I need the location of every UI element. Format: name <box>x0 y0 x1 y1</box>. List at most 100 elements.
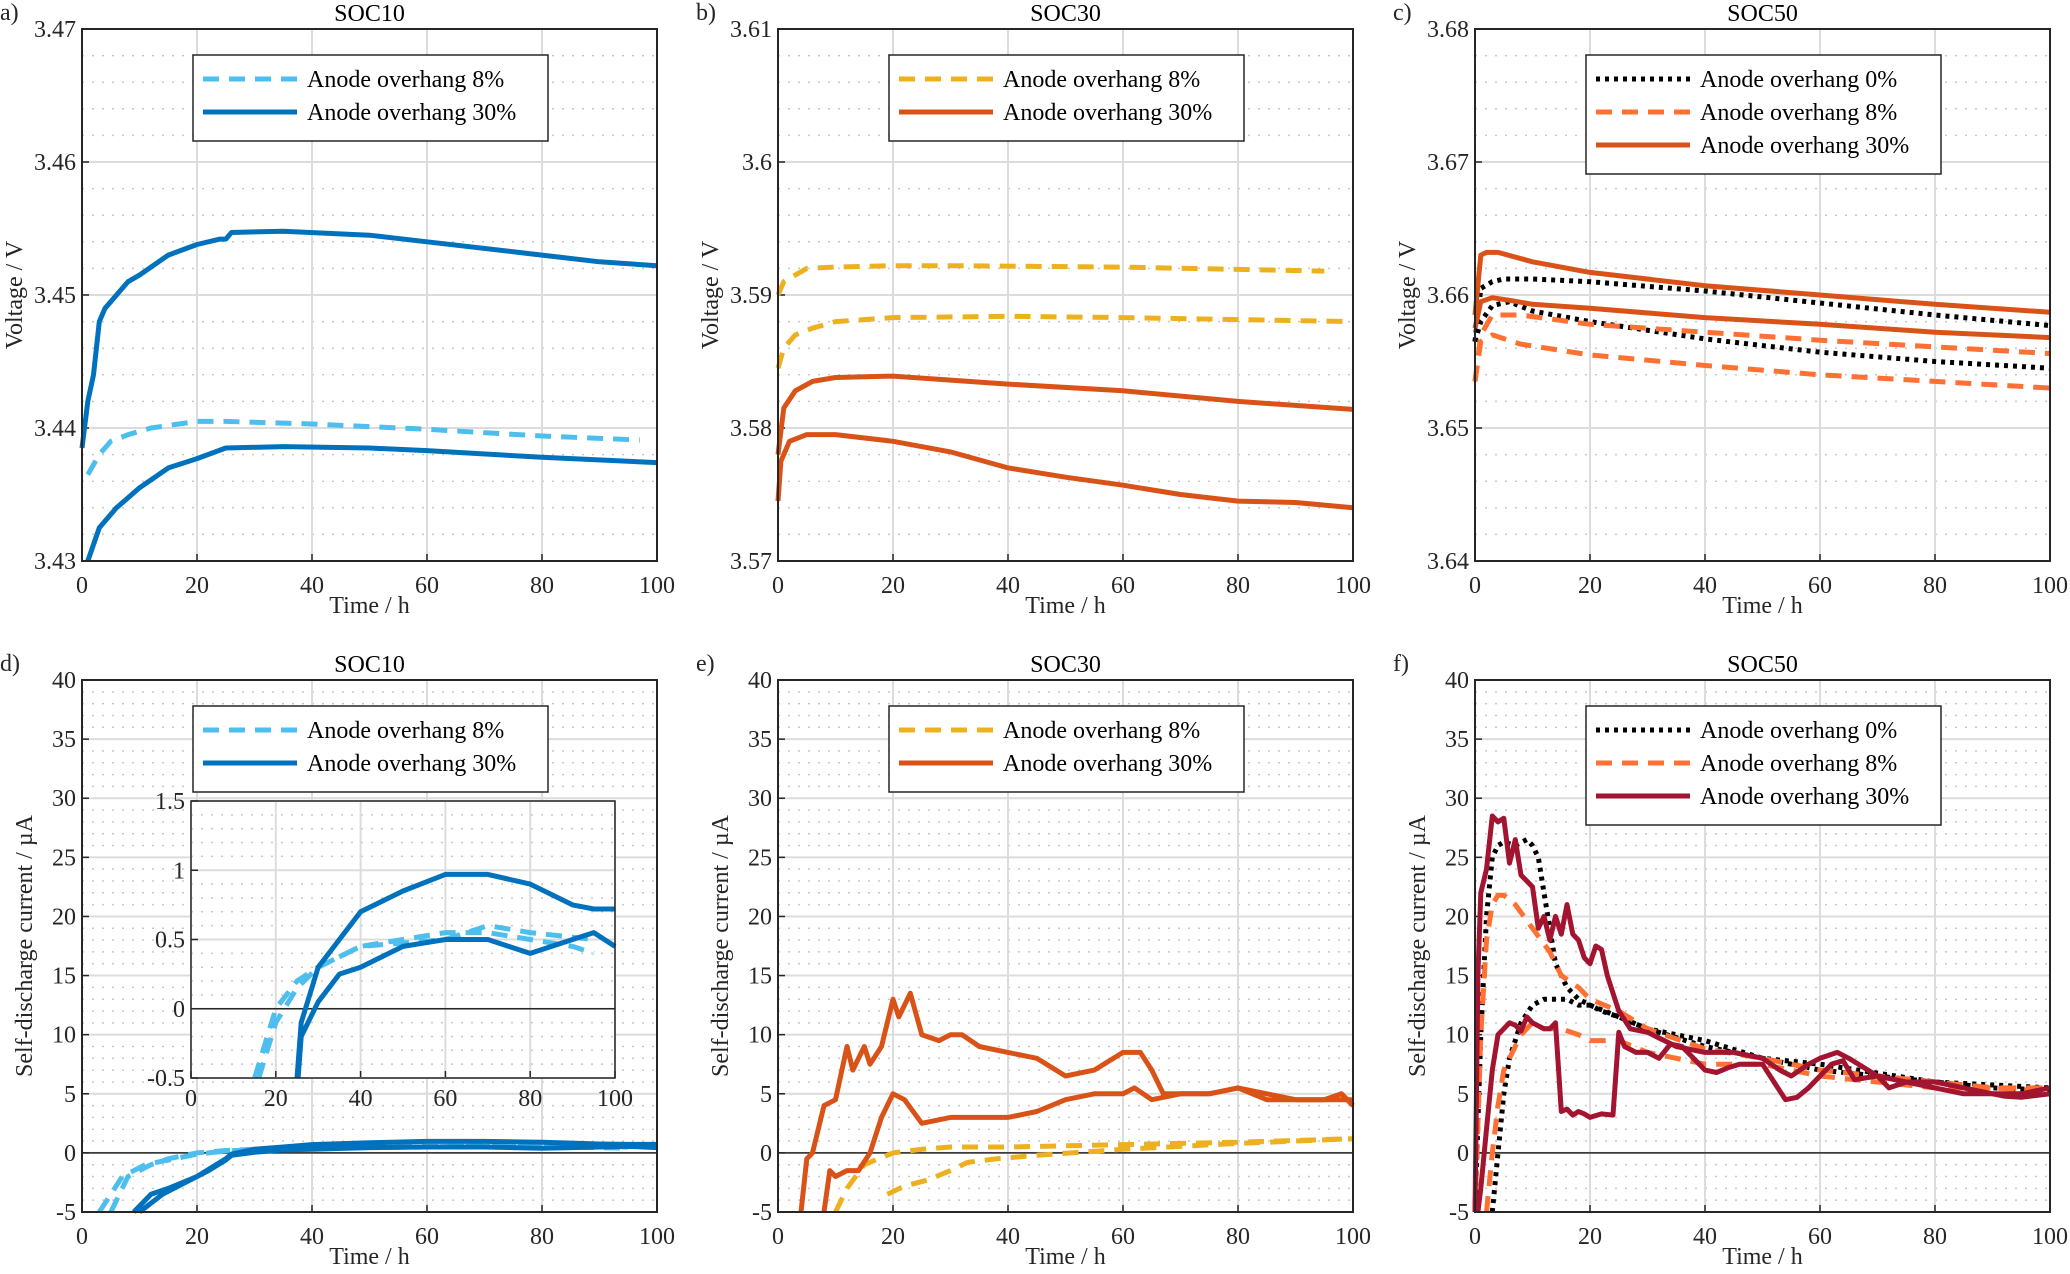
legend-box <box>1585 705 1942 826</box>
series-line-anode-overhang-8--0 <box>833 1136 1354 1214</box>
x-axis-label: Time / h <box>329 1244 409 1270</box>
y-tick-label: 3.68 <box>1427 17 1469 43</box>
x-tick-label: 20 <box>1578 573 1602 599</box>
x-tick-label: 40 <box>349 1086 373 1112</box>
legend: Anode overhang 8% Anode overhang 30% <box>888 705 1245 793</box>
y-tick-label: 30 <box>52 786 76 812</box>
x-tick-label: 0 <box>1469 573 1481 599</box>
x-tick-label: 0 <box>772 573 784 599</box>
legend-label: Anode overhang 30% <box>1003 751 1212 777</box>
panel-a: 0 20 40 60 80 100 3.43 3.44 3.45 3.46 3.47 Anode ov… <box>0 0 675 619</box>
x-tick-label: 60 <box>433 1086 457 1112</box>
y-tick-label: 5 <box>1457 1082 1469 1108</box>
y-tick-label: 15 <box>748 964 772 990</box>
series-line-anode-overhang-30--5 <box>1472 295 2051 341</box>
series-line-anode-overhang-30--3 <box>295 930 617 1079</box>
series-group <box>775 263 1354 511</box>
y-tick-label: 40 <box>748 668 772 694</box>
legend-box <box>1585 54 1942 175</box>
x-tick-label: 100 <box>597 1086 633 1112</box>
panel-title: SOC10 <box>334 652 405 678</box>
legend-label: Anode overhang 8% <box>1700 100 1897 126</box>
x-tick-label: 80 <box>1923 1224 1947 1250</box>
panel-title: SOC30 <box>1030 1 1101 27</box>
y-tick-label: 5 <box>64 1082 76 1108</box>
legend-label: Anode overhang 30% <box>1700 784 1909 810</box>
legend-label: Anode overhang 30% <box>307 100 516 126</box>
axes-frame <box>777 28 1354 562</box>
y-tick-label: 10 <box>52 1023 76 1049</box>
series-line-anode-overhang-8--0 <box>252 930 595 1079</box>
x-tick-label: 100 <box>1335 1224 1371 1250</box>
y-tick-label: -5 <box>752 1200 772 1226</box>
panel-label: b) <box>696 0 716 26</box>
panel-b: 0 20 40 60 80 100 3.57 3.58 3.59 3.6 3.61 Anode ove… <box>696 0 1371 619</box>
y-tick-label: 3.6 <box>742 150 772 176</box>
series-group <box>97 1138 658 1214</box>
series-line-anode-overhang-8--1 <box>886 1136 1354 1197</box>
series-line-anode-overhang-30--3 <box>821 1085 1353 1213</box>
series-line-anode-overhang-8--2 <box>1472 892 2051 1213</box>
legend: Anode overhang 0% Anode overhang 8% Anode … <box>1585 54 1942 175</box>
x-tick-label: 100 <box>1335 573 1371 599</box>
y-tick-label: 30 <box>748 786 772 812</box>
y-tick-label: 40 <box>52 668 76 694</box>
panel-c: 0 20 40 60 80 100 3.64 3.65 3.66 3.67 3.68 Anode ov… <box>1393 0 2068 619</box>
x-tick-label: 80 <box>1226 1224 1250 1250</box>
series-line-anode-overhang-30--3 <box>137 1143 658 1214</box>
x-axis-label: Time / h <box>1025 1244 1105 1270</box>
y-tick-label: 5 <box>760 1082 772 1108</box>
y-tick-label: 35 <box>748 727 772 753</box>
x-tick-label: 40 <box>300 1224 324 1250</box>
x-tick-label: 80 <box>1226 573 1250 599</box>
x-tick-label: 60 <box>415 1224 439 1250</box>
y-axis-label: Voltage / V <box>2 240 28 349</box>
x-tick-label: 20 <box>185 573 209 599</box>
y-tick-label: 3.61 <box>730 17 772 43</box>
x-tick-label: 40 <box>300 573 324 599</box>
y-tick-label: 3.65 <box>1427 416 1469 442</box>
y-axis-label: Voltage / V <box>698 240 724 349</box>
y-tick-label: 25 <box>52 845 76 871</box>
x-tick-label: 100 <box>639 1224 675 1250</box>
y-tick-label: 3.44 <box>34 416 76 442</box>
x-tick-label: 80 <box>518 1086 542 1112</box>
y-tick-label: 40 <box>1445 668 1469 694</box>
x-tick-label: 20 <box>881 1224 905 1250</box>
series-group <box>1472 249 2051 391</box>
legend-box <box>888 54 1245 142</box>
axes-frame <box>81 28 658 562</box>
series-group <box>1472 813 2051 1213</box>
panel-label: d) <box>0 651 20 677</box>
x-tick-label: 60 <box>415 573 439 599</box>
x-tick-label: 100 <box>2032 573 2068 599</box>
series-line-anode-overhang-8--2 <box>1472 312 2051 382</box>
y-tick-label: 1 <box>173 858 185 884</box>
y-tick-label: 20 <box>1445 904 1469 930</box>
panel-label: e) <box>696 651 715 677</box>
x-tick-label: 20 <box>881 573 905 599</box>
series-group <box>252 871 617 1079</box>
series-line-anode-overhang-30--4 <box>1472 813 2051 1213</box>
y-tick-label: 3.43 <box>34 549 76 575</box>
series-line-anode-overhang-30--2 <box>85 444 658 562</box>
y-tick-label: 0 <box>64 1141 76 1167</box>
legend-label: Anode overhang 8% <box>307 67 504 93</box>
y-tick-label: 3.45 <box>34 283 76 309</box>
x-tick-label: 40 <box>1693 573 1717 599</box>
series-line-anode-overhang-30--5 <box>1475 1014 2051 1213</box>
y-tick-label: 20 <box>748 904 772 930</box>
x-tick-label: 40 <box>996 1224 1020 1250</box>
panel-title: SOC10 <box>334 1 405 27</box>
x-tick-label: 40 <box>1693 1224 1717 1250</box>
y-tick-label: -5 <box>56 1200 76 1226</box>
legend-label: Anode overhang 30% <box>1700 133 1909 159</box>
y-tick-label: 0 <box>760 1141 772 1167</box>
inset-plot: 0 20 40 60 80 100-0.500.511.5 <box>147 789 633 1112</box>
y-tick-label: 35 <box>1445 727 1469 753</box>
y-tick-label: 20 <box>52 904 76 930</box>
y-tick-label: 10 <box>1445 1023 1469 1049</box>
series-line-anode-overhang-30--4 <box>1472 249 2051 316</box>
